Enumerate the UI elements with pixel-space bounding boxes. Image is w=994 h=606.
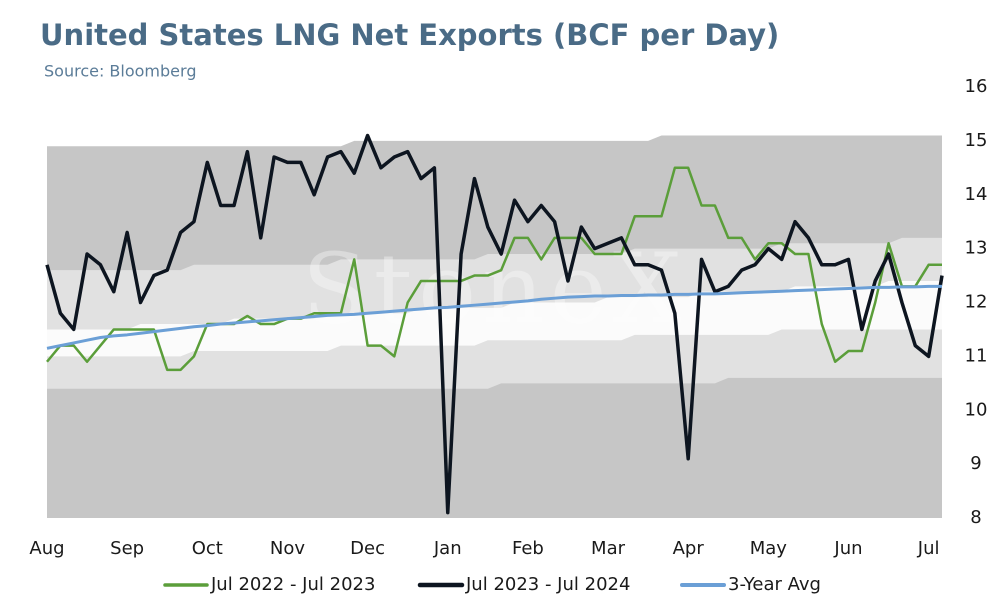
y-tick-label: 10 — [965, 399, 988, 420]
series-line — [45, 133, 944, 515]
y-tick-label: 14 — [965, 184, 988, 205]
chart-title: United States LNG Net Exports (BCF per D… — [40, 18, 779, 52]
x-tick-label: Jul — [917, 538, 940, 559]
y-tick-label: 15 — [965, 130, 988, 151]
x-tick-label: Dec — [350, 538, 385, 559]
range-band — [47, 280, 942, 357]
legend-item: 3-Year Avg — [680, 574, 821, 595]
chart-subtitle: Source: Bloomberg — [44, 62, 196, 81]
x-tick-label: Nov — [270, 538, 305, 559]
x-tick-label: Aug — [29, 538, 64, 559]
series-line — [46, 166, 942, 372]
x-tick-label: Feb — [512, 538, 544, 559]
x-tick-label: Jan — [433, 538, 462, 559]
y-tick-label: 9 — [970, 453, 981, 474]
legend-item: Jul 2022 - Jul 2023 — [163, 574, 375, 595]
x-tick-label: Oct — [192, 538, 223, 559]
x-tick-label: May — [750, 538, 788, 559]
y-tick-label: 12 — [965, 292, 988, 313]
legend-label: Jul 2023 - Jul 2024 — [465, 574, 630, 595]
y-tick-label: 11 — [965, 345, 988, 366]
y-tick-label: 8 — [970, 507, 981, 528]
y-tick-label: 16 — [965, 76, 988, 97]
x-tick-label: Jun — [833, 538, 862, 559]
y-tick-label: 13 — [965, 238, 988, 259]
legend-label: 3-Year Avg — [728, 574, 821, 595]
x-tick-label: Mar — [591, 538, 626, 559]
x-tick-label: Apr — [673, 538, 705, 559]
legend-label: Jul 2022 - Jul 2023 — [210, 574, 375, 595]
x-tick-label: Sep — [110, 538, 144, 559]
legend-item: Jul 2023 - Jul 2024 — [417, 574, 630, 595]
series-line — [46, 284, 942, 350]
